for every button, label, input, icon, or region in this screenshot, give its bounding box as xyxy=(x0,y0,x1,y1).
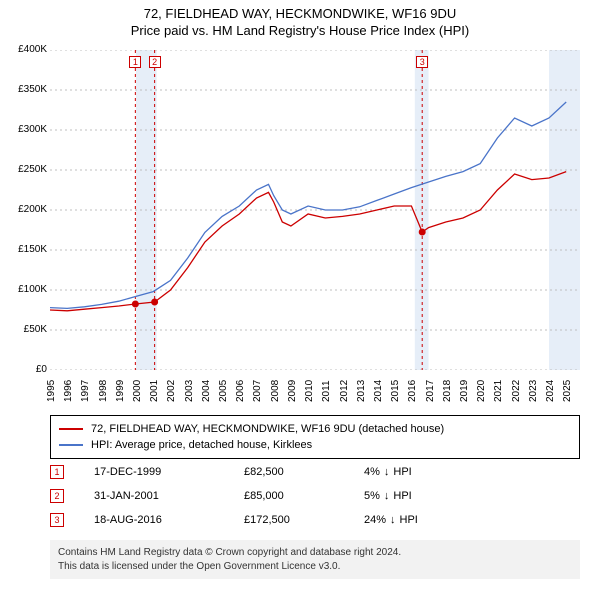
event-row: 1 17-DEC-1999 £82,500 4% ↓ HPI xyxy=(50,460,580,484)
legend-swatch-series-0 xyxy=(59,428,83,430)
x-tick-label: 2013 xyxy=(356,380,367,402)
x-tick-label: 2011 xyxy=(321,380,332,402)
y-tick-label: £300K xyxy=(2,125,47,135)
event-diff-label: HPI xyxy=(393,490,411,502)
x-tick-label: 2000 xyxy=(132,380,143,402)
x-tick-label: 1995 xyxy=(46,380,57,402)
event-diff-label: HPI xyxy=(393,466,411,478)
x-tick-label: 1998 xyxy=(98,380,109,402)
chart-subtitle: Price paid vs. HM Land Registry's House … xyxy=(0,23,600,38)
x-tick-label: 2001 xyxy=(149,380,160,402)
x-tick-label: 2004 xyxy=(201,380,212,402)
event-date: 31-JAN-2001 xyxy=(94,490,244,502)
x-tick-label: 2012 xyxy=(339,380,350,402)
x-tick-label: 2015 xyxy=(390,380,401,402)
x-tick-label: 2021 xyxy=(493,380,504,402)
y-tick-label: £150K xyxy=(2,245,47,255)
legend-label-series-1: HPI: Average price, detached house, Kirk… xyxy=(91,439,312,451)
event-price: £82,500 xyxy=(244,466,364,478)
legend-swatch-series-1 xyxy=(59,444,83,446)
arrow-down-icon: ↓ xyxy=(390,514,396,526)
event-row: 2 31-JAN-2001 £85,000 5% ↓ HPI xyxy=(50,484,580,508)
x-tick-label: 2020 xyxy=(476,380,487,402)
x-tick-label: 2014 xyxy=(373,380,384,402)
event-diff-pct: 24% xyxy=(364,514,386,526)
x-tick-label: 2022 xyxy=(511,380,522,402)
arrow-down-icon: ↓ xyxy=(384,490,390,502)
y-tick-label: £200K xyxy=(2,205,47,215)
legend: 72, FIELDHEAD WAY, HECKMONDWIKE, WF16 9D… xyxy=(50,415,580,459)
x-tick-label: 2005 xyxy=(218,380,229,402)
x-tick-label: 1999 xyxy=(115,380,126,402)
attribution-line-1: Contains HM Land Registry data © Crown c… xyxy=(58,546,572,560)
y-tick-label: £250K xyxy=(2,165,47,175)
event-date: 18-AUG-2016 xyxy=(94,514,244,526)
attribution-line-2: This data is licensed under the Open Gov… xyxy=(58,560,572,574)
x-tick-label: 2002 xyxy=(166,380,177,402)
event-diff: 24% ↓ HPI xyxy=(364,514,418,526)
x-tick-label: 2024 xyxy=(545,380,556,402)
event-number-box: 3 xyxy=(50,513,64,527)
x-tick-label: 2019 xyxy=(459,380,470,402)
x-tick-label: 2008 xyxy=(270,380,281,402)
event-diff-pct: 5% xyxy=(364,490,380,502)
attribution: Contains HM Land Registry data © Crown c… xyxy=(50,540,580,579)
chart-title: 72, FIELDHEAD WAY, HECKMONDWIKE, WF16 9D… xyxy=(0,6,600,21)
event-diff-pct: 4% xyxy=(364,466,380,478)
legend-row: 72, FIELDHEAD WAY, HECKMONDWIKE, WF16 9D… xyxy=(59,421,571,437)
event-number-box: 2 xyxy=(50,489,64,503)
event-marker-label: 1 xyxy=(129,56,141,68)
x-axis-labels: 1995199619971998199920002001200220032004… xyxy=(50,370,580,410)
x-tick-label: 2010 xyxy=(304,380,315,402)
y-tick-label: £400K xyxy=(2,45,47,55)
event-diff-label: HPI xyxy=(400,514,418,526)
chart-plot xyxy=(50,50,580,370)
x-tick-label: 2016 xyxy=(407,380,418,402)
chart-container: 72, FIELDHEAD WAY, HECKMONDWIKE, WF16 9D… xyxy=(0,0,600,590)
x-tick-label: 2025 xyxy=(562,380,573,402)
x-tick-label: 2006 xyxy=(235,380,246,402)
x-tick-label: 2003 xyxy=(184,380,195,402)
event-marker-label: 2 xyxy=(149,56,161,68)
event-date: 17-DEC-1999 xyxy=(94,466,244,478)
x-tick-label: 2023 xyxy=(528,380,539,402)
y-tick-label: £0 xyxy=(2,365,47,375)
event-marker-label: 3 xyxy=(416,56,428,68)
legend-label-series-0: 72, FIELDHEAD WAY, HECKMONDWIKE, WF16 9D… xyxy=(91,423,444,435)
y-tick-label: £50K xyxy=(2,325,47,335)
event-diff: 4% ↓ HPI xyxy=(364,466,412,478)
event-price: £172,500 xyxy=(244,514,364,526)
y-tick-label: £350K xyxy=(2,85,47,95)
x-tick-label: 2017 xyxy=(425,380,436,402)
arrow-down-icon: ↓ xyxy=(384,466,390,478)
event-diff: 5% ↓ HPI xyxy=(364,490,412,502)
events-table: 1 17-DEC-1999 £82,500 4% ↓ HPI 2 31-JAN-… xyxy=(50,460,580,532)
titles: 72, FIELDHEAD WAY, HECKMONDWIKE, WF16 9D… xyxy=(0,0,600,38)
x-tick-label: 1996 xyxy=(63,380,74,402)
x-tick-label: 2009 xyxy=(287,380,298,402)
legend-row: HPI: Average price, detached house, Kirk… xyxy=(59,437,571,453)
x-tick-label: 2007 xyxy=(252,380,263,402)
event-number-box: 1 xyxy=(50,465,64,479)
x-tick-label: 2018 xyxy=(442,380,453,402)
x-tick-label: 1997 xyxy=(80,380,91,402)
event-row: 3 18-AUG-2016 £172,500 24% ↓ HPI xyxy=(50,508,580,532)
event-price: £85,000 xyxy=(244,490,364,502)
y-tick-label: £100K xyxy=(2,285,47,295)
